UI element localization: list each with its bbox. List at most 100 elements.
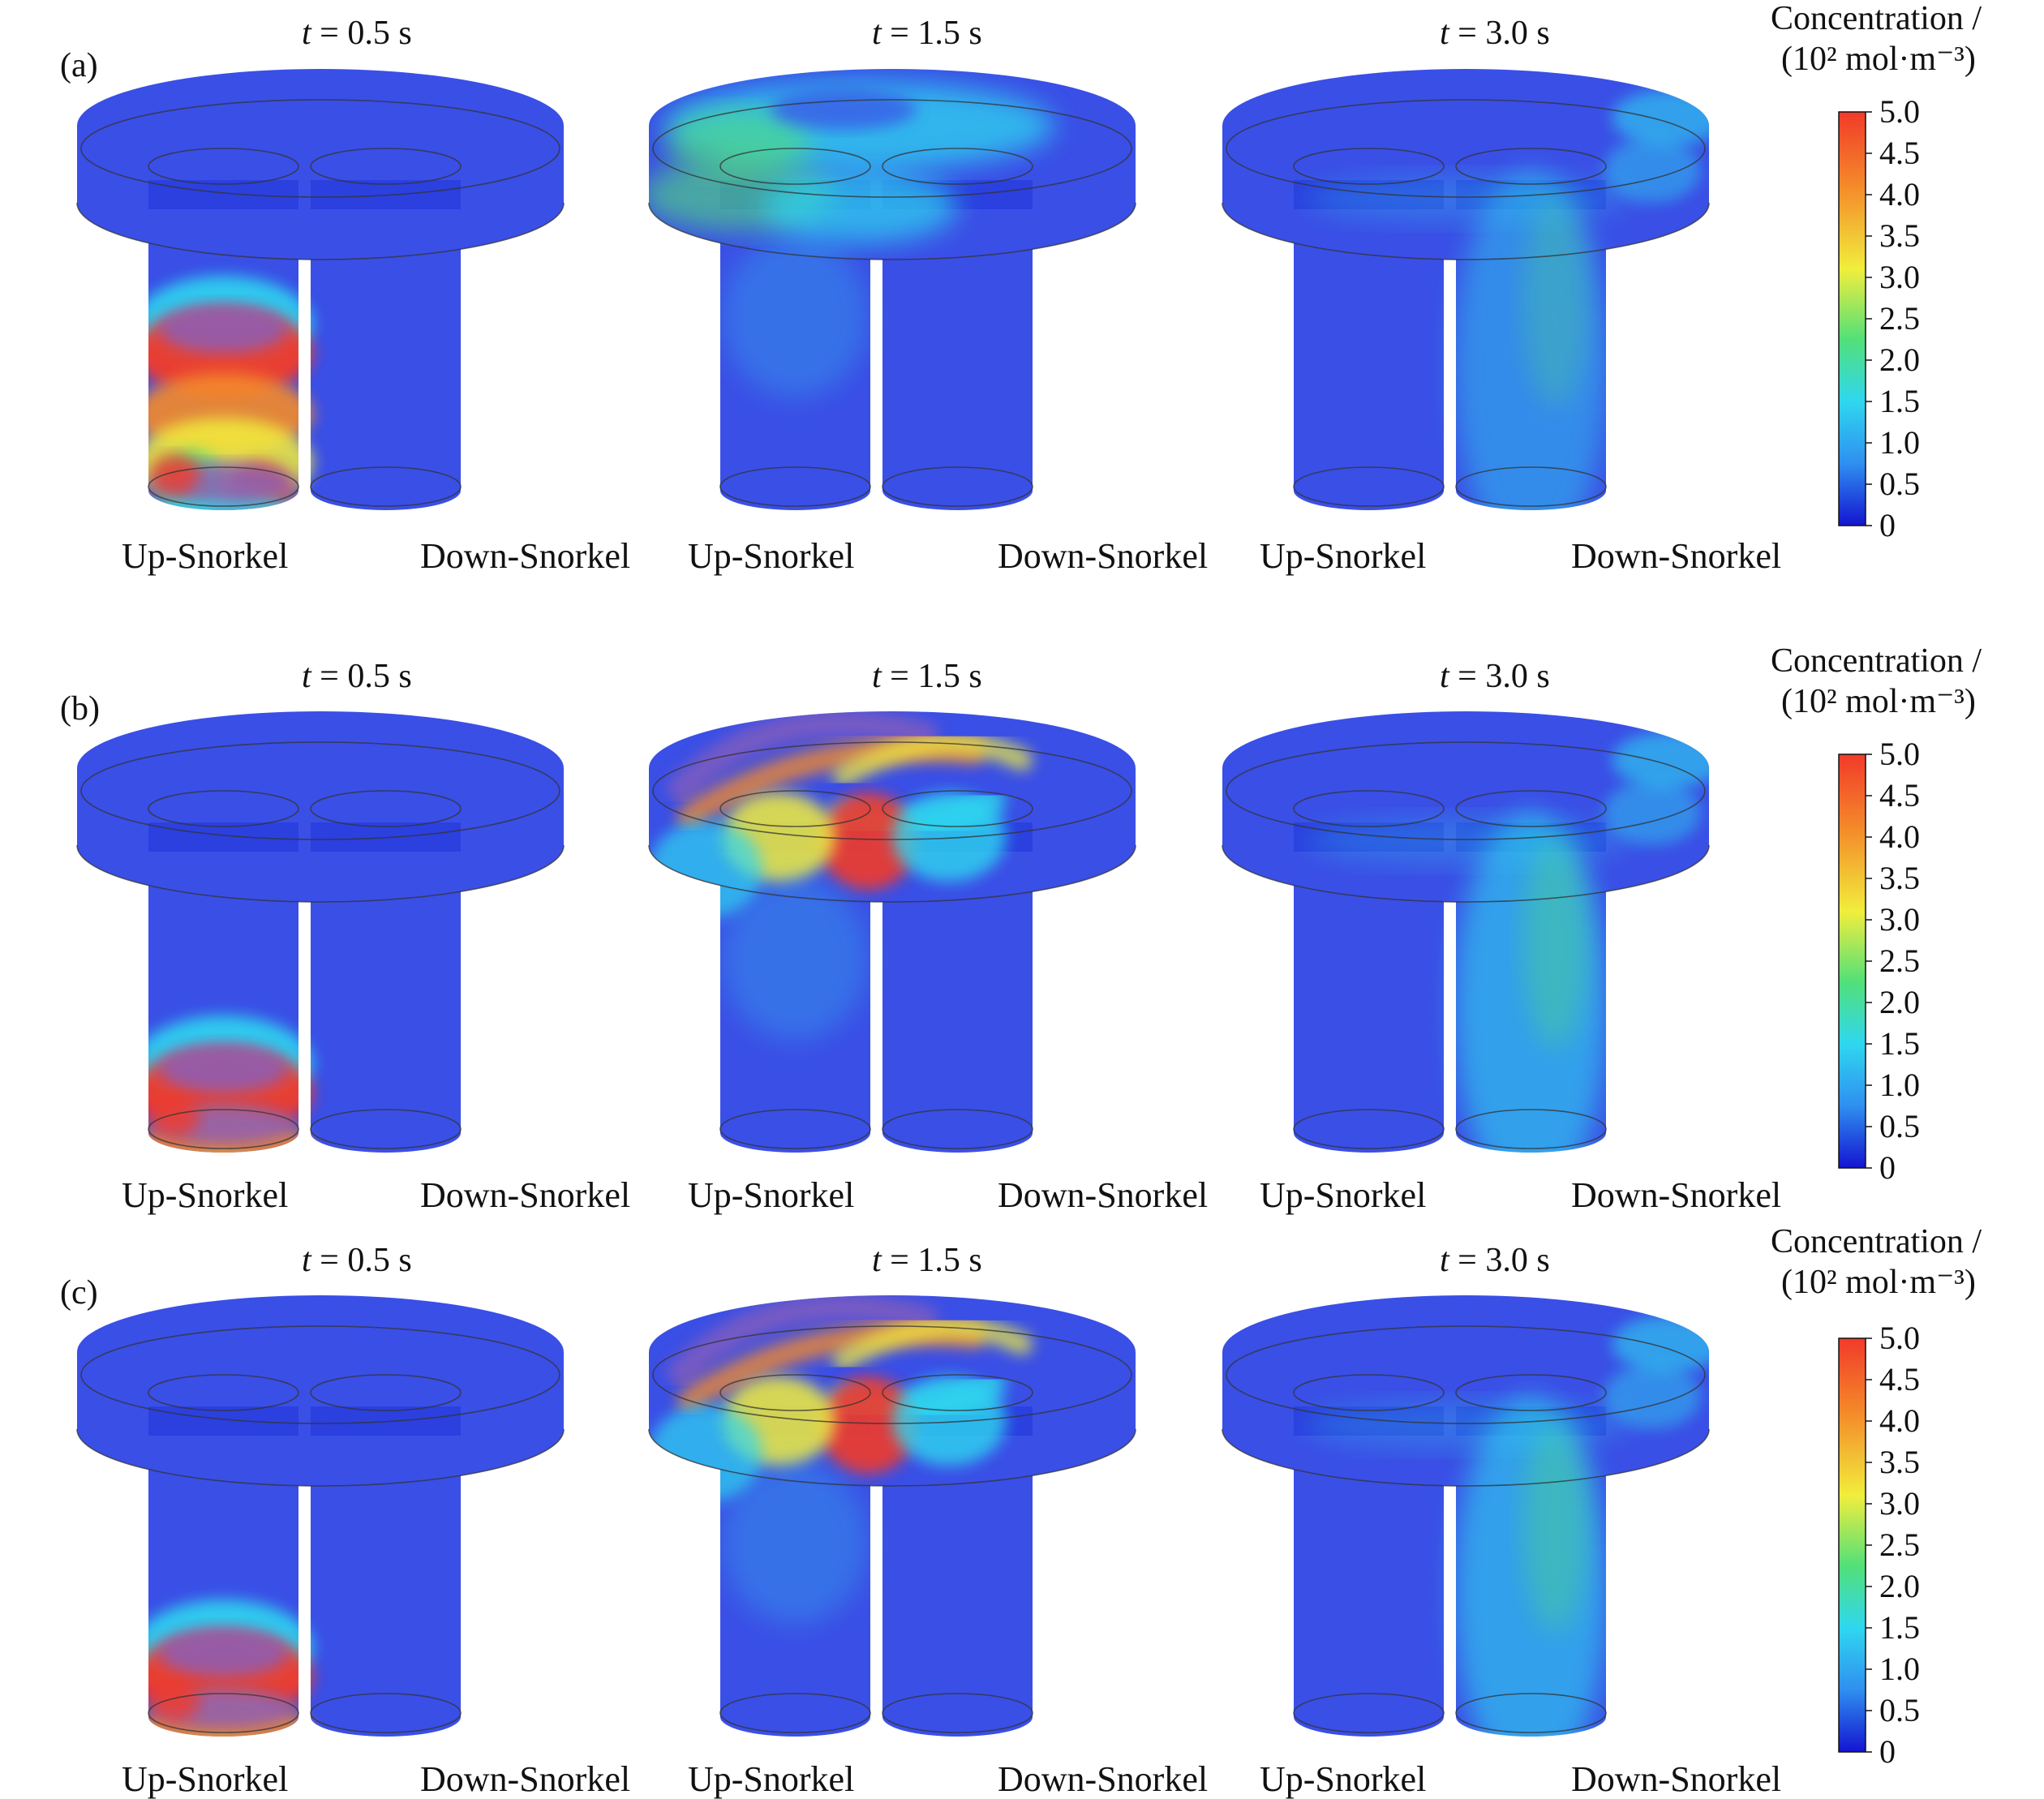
colorbar-tick: 2.5: [1879, 1526, 1920, 1563]
colorbar-title-line1: Concentration /: [1771, 642, 1982, 680]
time-variable: t: [1440, 1242, 1449, 1279]
down-snorkel-label: Down-Snorkel: [998, 536, 1209, 576]
colorbar-tick: 0.5: [1879, 466, 1920, 502]
up-snorkel-label: Up-Snorkel: [122, 536, 289, 576]
time-value: = 1.5 s: [881, 15, 982, 52]
up-snorkel-label: Up-Snorkel: [122, 1175, 289, 1215]
colorbar-tick: 5.0: [1879, 93, 1920, 130]
time-value: = 3.0 s: [1449, 1242, 1550, 1279]
vessel-panel-8: [1222, 1295, 1710, 1737]
time-label: t = 1.5 s: [872, 659, 982, 693]
colorbar-tick: 4.5: [1879, 135, 1920, 171]
vessel-panel-6: [76, 1295, 565, 1737]
colorbar-tick: 3.5: [1879, 860, 1920, 896]
colorbar-tick: 1.5: [1879, 383, 1920, 419]
vessel-panel-3: [76, 711, 565, 1153]
colorbar-tick: 0.5: [1879, 1692, 1920, 1728]
down-snorkel-label: Down-Snorkel: [998, 1759, 1209, 1799]
time-label: t = 1.5 s: [872, 16, 982, 50]
colorbar-tick: 4.5: [1879, 1361, 1920, 1398]
time-variable: t: [302, 658, 311, 695]
colorbar-tick: 4.5: [1879, 777, 1920, 814]
time-label: t = 3.0 s: [1440, 16, 1550, 50]
vessel-panel-4: [648, 711, 1136, 1153]
down-snorkel-label: Down-Snorkel: [998, 1175, 1209, 1215]
up-snorkel-label: Up-Snorkel: [688, 1175, 855, 1215]
colorbar-tick: 4.0: [1879, 818, 1920, 855]
down-snorkel-body: [311, 203, 461, 510]
vessel-outline: [648, 99, 1136, 507]
colorbar-tick: 3.0: [1879, 259, 1920, 295]
time-value: = 0.5 s: [311, 658, 412, 695]
colorbar-tick: 0: [1879, 1733, 1896, 1770]
up-snorkel-body: [1294, 1429, 1444, 1737]
colorbar-title-line2: (10² mol·m⁻³): [1781, 1264, 1976, 1301]
time-label: t = 0.5 s: [302, 16, 412, 50]
colorbar-tick: 3.0: [1879, 1485, 1920, 1522]
up-snorkel-label: Up-Snorkel: [122, 1759, 289, 1799]
up-snorkel-label: Up-Snorkel: [1260, 1759, 1427, 1799]
concentration-field: [1303, 1316, 1709, 1737]
down-snorkel-body: [882, 203, 1033, 510]
down-snorkel-label: Down-Snorkel: [420, 1759, 631, 1799]
colorbar-b: [1838, 754, 1866, 1169]
colorbar-tick: 3.5: [1879, 217, 1920, 254]
time-value: = 3.0 s: [1449, 15, 1550, 52]
time-variable: t: [302, 15, 311, 52]
down-snorkel-label: Down-Snorkel: [1571, 536, 1782, 576]
up-snorkel-body: [1294, 203, 1444, 510]
down-snorkel-label: Down-Snorkel: [1571, 1759, 1782, 1799]
colorbar-tick: 1.0: [1879, 1067, 1920, 1103]
time-value: = 1.5 s: [881, 658, 982, 695]
down-snorkel-label: Down-Snorkel: [420, 536, 631, 576]
colorbar-tick: 1.0: [1879, 1651, 1920, 1687]
colorbar-a: [1838, 111, 1866, 526]
concentration-field: [649, 1295, 1033, 1624]
colorbar-tick: 4.0: [1879, 1402, 1920, 1439]
panel-label: (c): [60, 1274, 98, 1312]
concentration-field: [1303, 732, 1709, 1153]
vessel-top: [77, 711, 564, 825]
time-value: = 0.5 s: [311, 15, 412, 52]
vessel-outline: [76, 99, 565, 507]
vessel-panel-5: [1222, 711, 1710, 1153]
colorbar-tick: 3.0: [1879, 901, 1920, 938]
colorbar-title-line1: Concentration /: [1771, 0, 1982, 37]
colorbar-tick: 2.0: [1879, 984, 1920, 1020]
vessel-panel-7: [648, 1295, 1136, 1737]
vessel-outline: [1222, 99, 1710, 507]
time-label: t = 3.0 s: [1440, 659, 1550, 693]
up-snorkel-label: Up-Snorkel: [1260, 1175, 1427, 1215]
time-variable: t: [872, 15, 882, 52]
time-value: = 1.5 s: [881, 1242, 982, 1279]
colorbar-tick: 4.0: [1879, 176, 1920, 213]
colorbar-tick: 5.0: [1879, 736, 1920, 772]
colorbar-tick: 5.0: [1879, 1320, 1920, 1356]
colorbar-title-line2: (10² mol·m⁻³): [1781, 41, 1976, 78]
concentration-field: [134, 276, 313, 510]
time-variable: t: [302, 1242, 311, 1279]
down-snorkel-body: [882, 1429, 1033, 1737]
colorbar-tick: 2.0: [1879, 341, 1920, 378]
time-variable: t: [872, 658, 882, 695]
concentration-field: [134, 1015, 313, 1153]
colorbar-c: [1838, 1337, 1866, 1753]
time-label: t = 0.5 s: [302, 659, 412, 693]
panel-label: (a): [60, 47, 98, 84]
concentration-field: [649, 81, 1054, 397]
time-value: = 3.0 s: [1449, 658, 1550, 695]
colorbar-tick: 2.5: [1879, 942, 1920, 979]
colorbar-tick: 3.5: [1879, 1444, 1920, 1480]
vessel-outline: [1222, 1325, 1710, 1733]
time-label: t = 3.0 s: [1440, 1243, 1550, 1277]
time-variable: t: [1440, 658, 1449, 695]
up-snorkel-body: [1294, 845, 1444, 1153]
colorbar-tick: 0: [1879, 507, 1896, 543]
colorbar-tick: 2.0: [1879, 1568, 1920, 1604]
vessel-panel-1: [648, 69, 1136, 510]
down-snorkel-label: Down-Snorkel: [1571, 1175, 1782, 1215]
vessel-outline: [1222, 741, 1710, 1149]
colorbar-tick: 0: [1879, 1149, 1896, 1186]
concentration-field: [134, 1599, 313, 1737]
